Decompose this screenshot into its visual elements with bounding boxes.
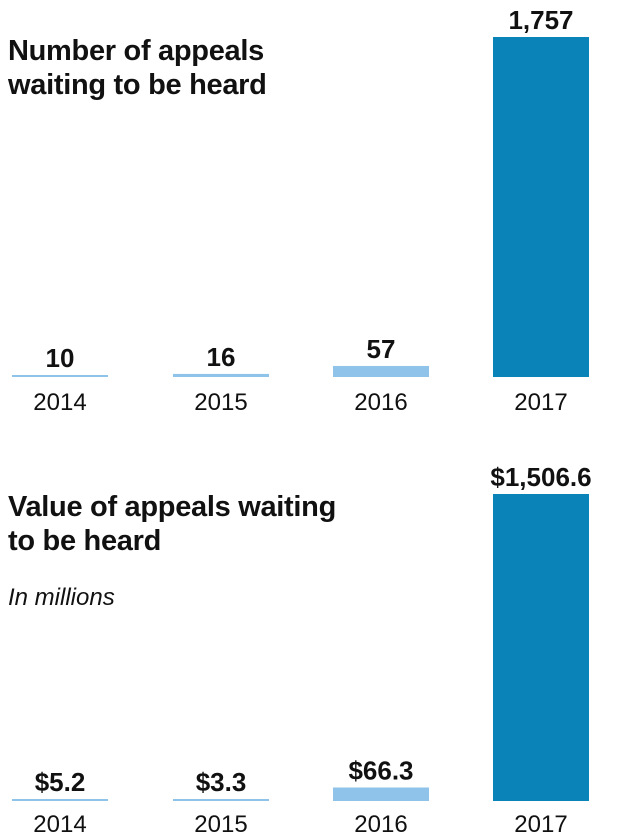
chart1-value-label: 57 [367, 334, 396, 364]
chart2-tick-label: 2016 [354, 811, 407, 836]
chart2-tick-label: 2014 [33, 811, 86, 836]
chart2-tick-label: 2017 [514, 811, 567, 836]
chart2-bar-2017 [493, 494, 589, 801]
chart1-tick-label: 2016 [354, 389, 407, 416]
chart1-tick-label: 2017 [514, 389, 567, 416]
chart1-value-label: 1,757 [508, 5, 573, 35]
chart2-tick-label: 2015 [194, 811, 247, 836]
chart2-bar-2014 [12, 799, 108, 801]
chart2-subtitle: In millions [8, 584, 115, 611]
chart2-bar-2015 [173, 799, 269, 801]
chart1-value-label: 10 [46, 343, 75, 373]
chart1-bar-2017 [493, 37, 589, 377]
chart1-title: Number of appeals waiting to be heard [8, 35, 267, 101]
chart1-value-label: 16 [207, 342, 236, 372]
chart2-value-label: $3.3 [196, 767, 247, 797]
chart2-value-label: $5.2 [35, 767, 86, 797]
chart2-value-label: $66.3 [348, 755, 413, 785]
chart2-bar-2016 [333, 787, 429, 801]
chart2-title: Value of appeals waiting to be heard [8, 491, 336, 557]
chart2-value-label: $1,506.6 [490, 462, 591, 492]
chart1-bar-2016 [333, 365, 429, 377]
chart1-bar-2014 [12, 375, 108, 377]
chart1-tick-label: 2014 [33, 389, 86, 416]
chart1-bar-2015 [173, 373, 269, 377]
chart1-tick-label: 2015 [194, 389, 247, 416]
